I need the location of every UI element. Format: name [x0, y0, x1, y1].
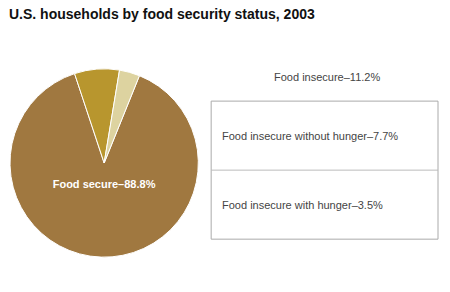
svg-text:U.S. households by food securi: U.S. households by food security status,… — [9, 6, 315, 22]
svg-text:Food insecure–11.2%: Food insecure–11.2% — [274, 71, 380, 83]
svg-text:Food insecure with hunger–3.5%: Food insecure with hunger–3.5% — [222, 199, 383, 211]
svg-text:Food secure–88.8%: Food secure–88.8% — [53, 178, 156, 190]
svg-text:Food insecure without hunger–7: Food insecure without hunger–7.7% — [222, 130, 398, 142]
